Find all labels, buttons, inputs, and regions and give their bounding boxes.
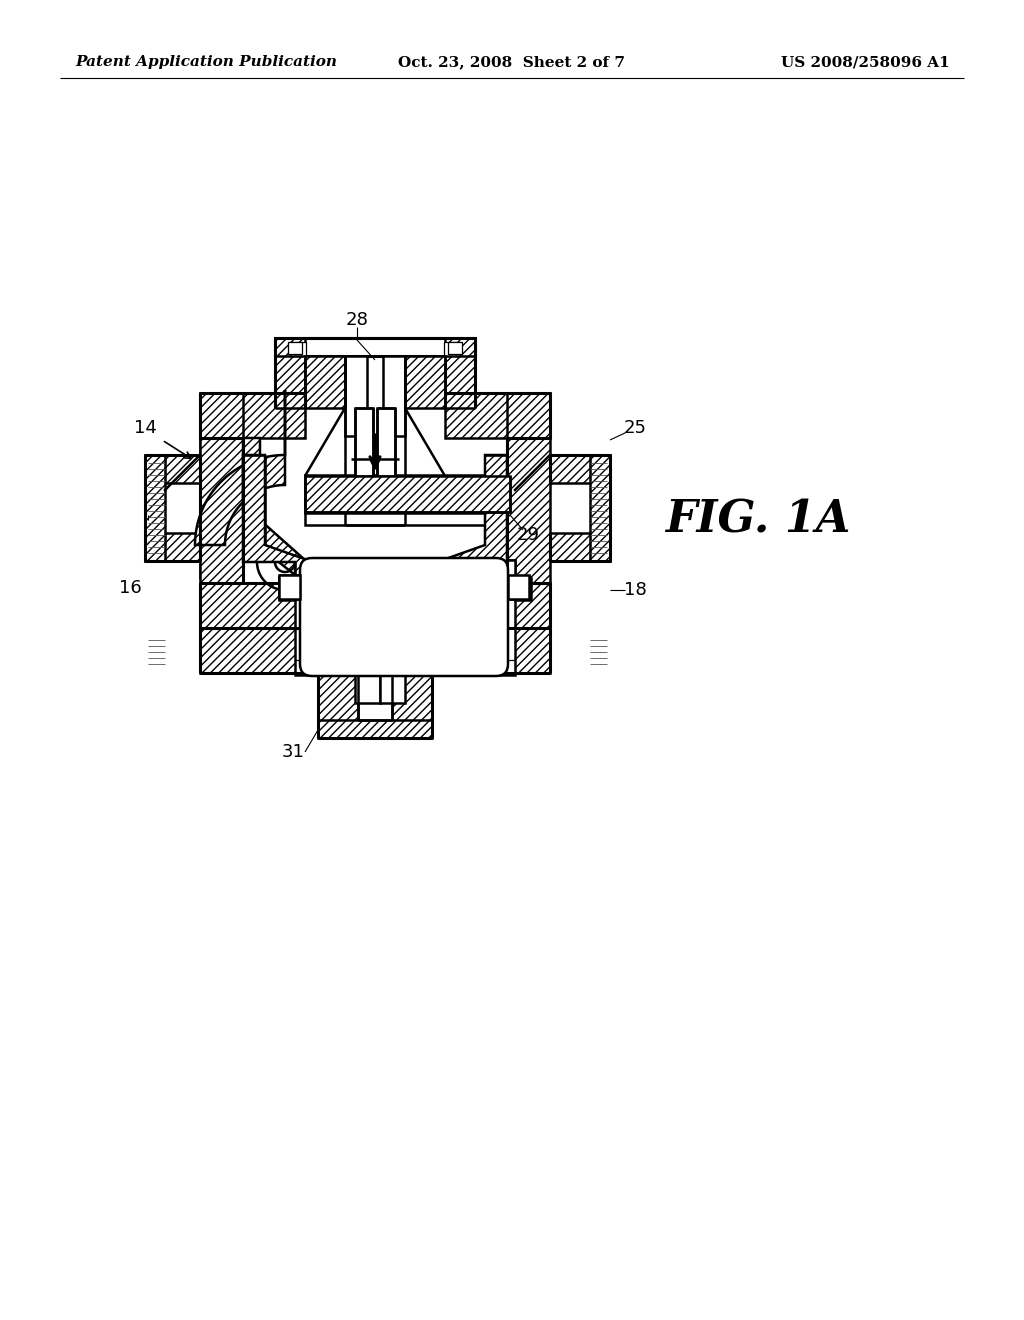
Text: US 2008/258096 A1: US 2008/258096 A1 (781, 55, 950, 69)
Bar (200, 533, 243, 578)
Bar (200, 438, 243, 483)
Bar (145, 455, 165, 561)
Text: 36: 36 (367, 631, 389, 649)
Text: 16: 16 (119, 579, 141, 597)
Bar (290, 342, 306, 356)
Bar (318, 673, 358, 729)
Bar (507, 393, 550, 583)
Bar (449, 342, 462, 354)
Bar (445, 393, 550, 438)
Polygon shape (195, 389, 285, 545)
Bar (288, 342, 302, 354)
Bar (590, 455, 610, 561)
Polygon shape (437, 455, 507, 583)
Bar (279, 578, 295, 601)
Bar (145, 455, 200, 483)
Text: Patent Application Publication: Patent Application Publication (75, 55, 337, 69)
Bar (355, 673, 380, 704)
Bar (444, 342, 460, 356)
Bar (508, 576, 529, 599)
Bar (200, 628, 550, 673)
Polygon shape (243, 438, 305, 576)
Text: FIG. 1A: FIG. 1A (665, 499, 850, 541)
Bar (200, 583, 550, 628)
Text: 18: 18 (624, 581, 646, 599)
Bar (305, 477, 510, 512)
Polygon shape (305, 356, 345, 408)
Polygon shape (406, 356, 445, 408)
FancyBboxPatch shape (300, 558, 508, 676)
Bar (200, 393, 243, 438)
Bar (355, 408, 373, 477)
Bar (380, 673, 406, 704)
Bar (200, 393, 243, 583)
Bar (305, 513, 505, 525)
Bar (515, 578, 531, 601)
Bar (275, 338, 305, 408)
Bar (305, 475, 505, 513)
Bar (145, 533, 200, 561)
Bar (279, 576, 300, 599)
Bar (550, 533, 610, 561)
Text: 31: 31 (282, 743, 304, 762)
Bar (275, 338, 475, 356)
Bar (318, 719, 432, 738)
Bar (490, 560, 515, 578)
Bar (295, 560, 515, 675)
Text: Oct. 23, 2008  Sheet 2 of 7: Oct. 23, 2008 Sheet 2 of 7 (398, 55, 626, 69)
Bar (392, 673, 432, 729)
Bar (345, 356, 367, 436)
Polygon shape (243, 455, 313, 583)
Bar (383, 356, 406, 436)
Text: 28: 28 (345, 312, 369, 329)
Bar (200, 393, 305, 438)
Text: 14: 14 (133, 418, 157, 437)
Text: 25: 25 (624, 418, 646, 437)
Bar (445, 338, 475, 408)
Text: 29: 29 (516, 525, 540, 544)
Bar (550, 455, 610, 483)
Bar (377, 408, 395, 477)
